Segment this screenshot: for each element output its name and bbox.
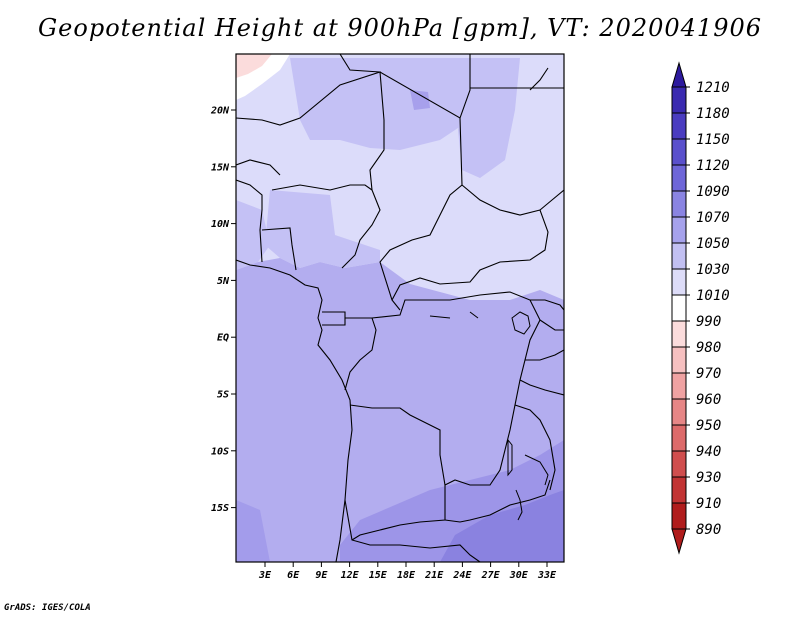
colorbar-bin [671, 372, 687, 400]
lat-label: 5N [217, 276, 230, 287]
lon-label: 3E [258, 570, 272, 581]
colorbar-label: 1010 [696, 288, 730, 304]
colorbar-bin [671, 112, 687, 140]
credit-label: GrADS: IGES/COLA [4, 603, 91, 613]
lat-label: 15S [211, 503, 229, 514]
colorbar-bin [671, 86, 687, 114]
lon-label: 24E [452, 570, 472, 581]
lat-label: 10N [211, 219, 230, 230]
colorbar-label: 1070 [696, 210, 730, 226]
colorbar-label: 1180 [696, 106, 730, 122]
lat-label: 10S [211, 446, 229, 457]
colorbar-label: 1120 [696, 158, 730, 174]
lat-label: 5S [217, 390, 229, 401]
lon-label: 21E [424, 570, 444, 581]
west-coastline [236, 259, 353, 562]
lon-label: 9E [315, 570, 328, 581]
colorbar-bin [671, 216, 687, 244]
colorbar-label: 1090 [696, 184, 730, 200]
colorbar-bin [671, 450, 687, 478]
field-southeast-patch [440, 490, 564, 562]
colorbar-label: 1050 [696, 236, 730, 252]
colorbar-bin [671, 294, 687, 322]
colorbar-bin [671, 138, 687, 166]
field-southwest-patch [236, 500, 270, 562]
colorbar-bin [671, 502, 687, 530]
lon-label: 27E [481, 570, 501, 581]
field-low-corner [236, 54, 272, 78]
colorbar-bin [671, 346, 687, 374]
lon-label: 18E [397, 570, 416, 581]
colorbar-top-arrow [671, 61, 687, 88]
lat-label: 20N [210, 106, 230, 117]
colorbar-label: 930 [696, 470, 721, 486]
height-field [236, 54, 564, 562]
country-borders [236, 54, 564, 562]
colorbar: 1210 1180 1150 1120 1090 1070 1050 1030 1010 990 9… [671, 61, 730, 555]
colorbar-label: 940 [696, 444, 721, 460]
field-high-spot [410, 90, 430, 110]
lat-label: EQ [217, 333, 229, 344]
colorbar-label: 980 [696, 340, 721, 356]
colorbar-bin [671, 190, 687, 218]
lon-label: 15E [369, 570, 388, 581]
colorbar-bin [671, 476, 687, 504]
colorbar-label: 910 [696, 496, 721, 512]
colorbar-label: 960 [696, 392, 721, 408]
field-sahara-patch [290, 58, 470, 150]
latitude-axis: 20N 15N 10N 5N EQ 5S 10S 15S [210, 106, 236, 514]
colorbar-bin [671, 164, 687, 192]
colorbar-label: 1030 [696, 262, 730, 278]
colorbar-label: 990 [696, 314, 721, 330]
colorbar-label: 890 [696, 522, 721, 538]
field-nigeria-patch [265, 190, 380, 268]
lakes [429, 311, 549, 521]
colorbar-label: 1150 [696, 132, 730, 148]
lat-label: 15N [211, 162, 230, 173]
colorbar-bottom-arrow [671, 528, 687, 555]
colorbar-label: 970 [696, 366, 721, 382]
lon-label: 30E [509, 570, 529, 581]
map-title: Geopotential Height at 900hPa [gpm], VT:… [38, 14, 762, 42]
colorbar-bin [671, 242, 687, 270]
lon-label: 12E [341, 570, 360, 581]
longitude-axis: 3E 6E 9E 12E 15E 18E 21E 24E 27E 30E 33E [258, 562, 557, 581]
map-frame [235, 53, 565, 563]
lon-label: 6E [287, 570, 300, 581]
colorbar-bin [671, 320, 687, 348]
lon-label: 33E [537, 570, 557, 581]
colorbar-label: 1210 [696, 80, 730, 96]
colorbar-label: 950 [696, 418, 721, 434]
colorbar-bin [671, 398, 687, 426]
colorbar-bin [671, 268, 687, 296]
colorbar-bin [671, 424, 687, 452]
